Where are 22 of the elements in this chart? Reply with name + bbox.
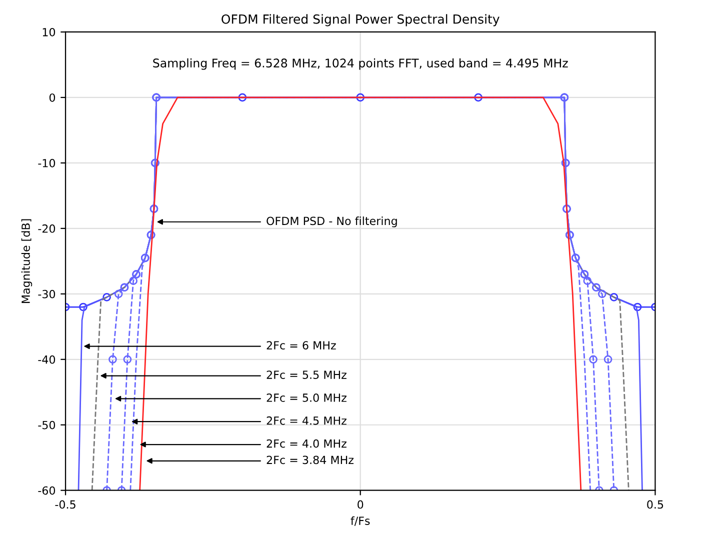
y-tick-label: -50	[38, 420, 56, 430]
annotation: OFDM PSD - No filtering	[266, 216, 397, 228]
y-tick-label: 0	[49, 93, 56, 102]
annotation: 2Fc = 4.0 MHz	[266, 439, 346, 448]
text: Sampling Freq = 6.528 MHz, 1024 points FFT, used band = 4.495 MHz	[153, 58, 568, 70]
y-tick-label: -60	[38, 486, 56, 495]
y-tick-label: -40	[38, 355, 56, 364]
annotation: 2Fc = 6 MHz	[266, 341, 336, 350]
annotation: 2Fc = 4.5 MHz	[266, 416, 346, 425]
chart-title: OFDM Filtered Signal Power Spectral Density	[222, 14, 500, 26]
annotation: 2Fc = 3.84 MHz	[266, 456, 354, 464]
annotation: 2Fc = 5.5 MHz	[266, 370, 346, 379]
annotation: 2Fc = 5.0 MHz	[266, 394, 346, 402]
y-tick-label: -20	[38, 224, 56, 233]
y-tick-label: -10	[38, 158, 56, 168]
x-tick-label: 0	[358, 500, 364, 509]
x-axis-title: f/Fs	[350, 516, 370, 526]
x-tick-label: -0.5	[55, 500, 76, 509]
y-tick-label: -30	[38, 290, 56, 298]
y-tick-label: 10	[42, 28, 56, 36]
x-tick-label: 0.5	[647, 500, 664, 509]
y-axis-title: Magnitude [dB]	[21, 219, 32, 303]
